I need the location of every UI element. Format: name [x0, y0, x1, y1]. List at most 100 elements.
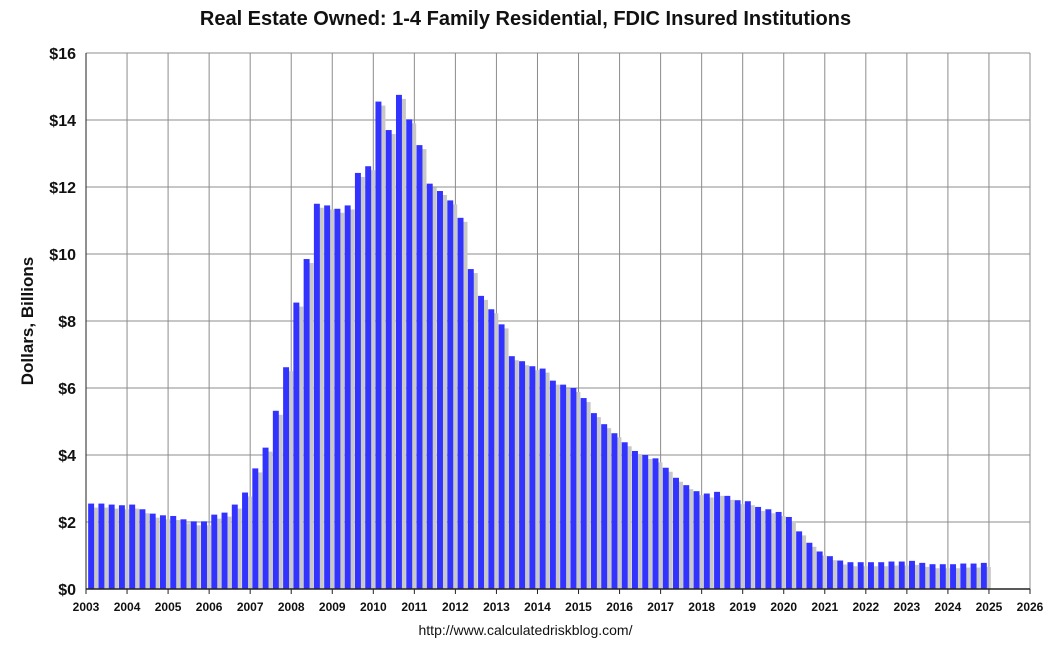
- bar-shadow: [369, 170, 376, 590]
- bar: [601, 424, 608, 589]
- bar-shadow: [943, 568, 950, 589]
- x-tick-label: 2007: [237, 600, 264, 614]
- bar-shadow: [153, 517, 160, 589]
- bar-shadow: [307, 263, 314, 589]
- y-tick-label: $0: [58, 582, 76, 599]
- bar-shadow: [348, 209, 355, 590]
- bar-shadow: [851, 566, 858, 589]
- bar-shadow: [512, 360, 519, 589]
- bar-shadow: [564, 388, 571, 589]
- bar: [283, 367, 290, 589]
- bar: [303, 259, 310, 589]
- x-tick-label: 2009: [319, 600, 346, 614]
- bar: [744, 501, 751, 589]
- bar: [950, 564, 957, 589]
- bar: [149, 513, 156, 589]
- bar-shadow: [225, 516, 232, 589]
- bar: [344, 205, 351, 590]
- bar: [437, 191, 443, 589]
- bar-shadow: [163, 519, 170, 589]
- bar-shadow: [328, 209, 335, 590]
- bar: [488, 309, 495, 589]
- bar-shadow: [913, 564, 919, 589]
- bar: [898, 561, 905, 589]
- bar: [478, 295, 485, 589]
- bar: [365, 166, 372, 590]
- bar: [221, 512, 228, 589]
- bar: [970, 563, 977, 589]
- bar: [334, 208, 341, 589]
- bar-shadow: [861, 566, 868, 589]
- x-tick-label: 2013: [483, 600, 510, 614]
- bar: [673, 477, 679, 589]
- bar: [159, 515, 166, 589]
- bar-shadow: [482, 299, 489, 589]
- bar: [590, 413, 597, 589]
- bar-shadow: [789, 520, 796, 589]
- x-tick-label: 2026: [1017, 600, 1044, 614]
- x-tick-label: 2003: [73, 600, 100, 614]
- bar: [560, 384, 567, 589]
- bar-shadow: [646, 459, 653, 589]
- bar-shadow: [112, 508, 119, 589]
- bar-shadow: [677, 481, 683, 589]
- bar: [847, 562, 854, 589]
- bar: [734, 500, 741, 589]
- bar-shadow: [728, 499, 735, 589]
- bar-shadow: [133, 508, 140, 589]
- bar-shadow: [266, 451, 273, 589]
- bar: [857, 562, 864, 589]
- bar-shadow: [707, 497, 714, 589]
- bar-shadow: [810, 546, 817, 589]
- bar: [909, 560, 915, 589]
- bar: [98, 503, 105, 589]
- bar-shadow: [246, 496, 253, 589]
- bar: [242, 492, 249, 589]
- x-tick-label: 2010: [360, 600, 387, 614]
- bar: [919, 562, 926, 589]
- bar: [785, 516, 792, 589]
- bar-shadow: [102, 507, 109, 589]
- bar-shadow: [215, 518, 222, 589]
- bar-shadow: [882, 566, 889, 589]
- x-tick-label: 2022: [852, 600, 879, 614]
- bar: [180, 519, 187, 589]
- bar-shadow: [871, 566, 878, 589]
- bar-shadow: [656, 462, 663, 589]
- bar: [324, 205, 331, 590]
- bar: [252, 468, 259, 589]
- bar: [385, 130, 392, 590]
- bar-shadow: [420, 149, 427, 589]
- bar: [170, 515, 177, 589]
- x-tick-label: 2023: [894, 600, 921, 614]
- bar-shadow: [594, 417, 601, 589]
- bar-shadow: [574, 392, 581, 589]
- y-tick-label: $6: [58, 381, 76, 398]
- bar-shadow: [820, 555, 827, 589]
- y-tick-label: $10: [49, 247, 76, 264]
- bar-shadow: [841, 564, 848, 589]
- x-tick-label: 2017: [647, 600, 674, 614]
- bar-shadow: [553, 384, 560, 589]
- chart-title: Real Estate Owned: 1-4 Family Residentia…: [199, 8, 852, 30]
- bar: [755, 506, 762, 589]
- x-tick-label: 2018: [688, 600, 715, 614]
- bar-shadow: [317, 207, 324, 589]
- y-tick-label: $12: [49, 180, 76, 197]
- bar-shadow: [625, 446, 632, 589]
- bar: [765, 509, 772, 589]
- bar-shadow: [830, 560, 837, 589]
- y-tick-label: $2: [58, 515, 76, 532]
- bar: [796, 531, 803, 589]
- bar-shadow: [389, 134, 396, 590]
- x-tick-label: 2008: [278, 600, 305, 614]
- y-tick-label: $14: [49, 113, 76, 130]
- bar: [406, 119, 413, 589]
- bar-shadow: [471, 273, 478, 589]
- bar: [714, 491, 721, 589]
- bar: [447, 200, 454, 589]
- bar: [375, 101, 382, 589]
- bar-shadow: [143, 513, 150, 589]
- bar-shadow: [451, 204, 458, 589]
